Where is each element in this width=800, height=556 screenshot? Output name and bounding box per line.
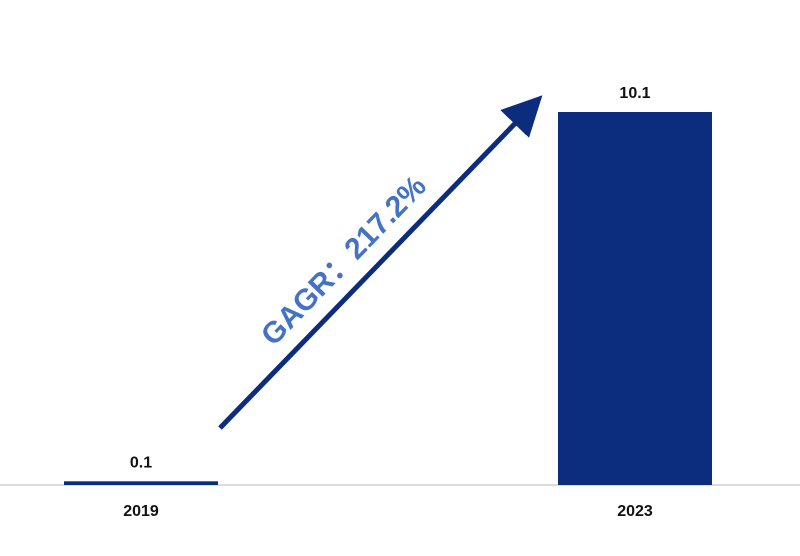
value-label: 0.1 bbox=[130, 455, 152, 472]
value-label: 10.1 bbox=[619, 85, 650, 102]
bar bbox=[64, 481, 218, 485]
x-tick-label: 2023 bbox=[617, 503, 653, 520]
bar bbox=[558, 112, 712, 485]
x-tick-label: 2019 bbox=[123, 503, 159, 520]
cagr-annotation: GAGR：217.2% bbox=[255, 170, 433, 352]
growth-arrow bbox=[218, 95, 543, 430]
